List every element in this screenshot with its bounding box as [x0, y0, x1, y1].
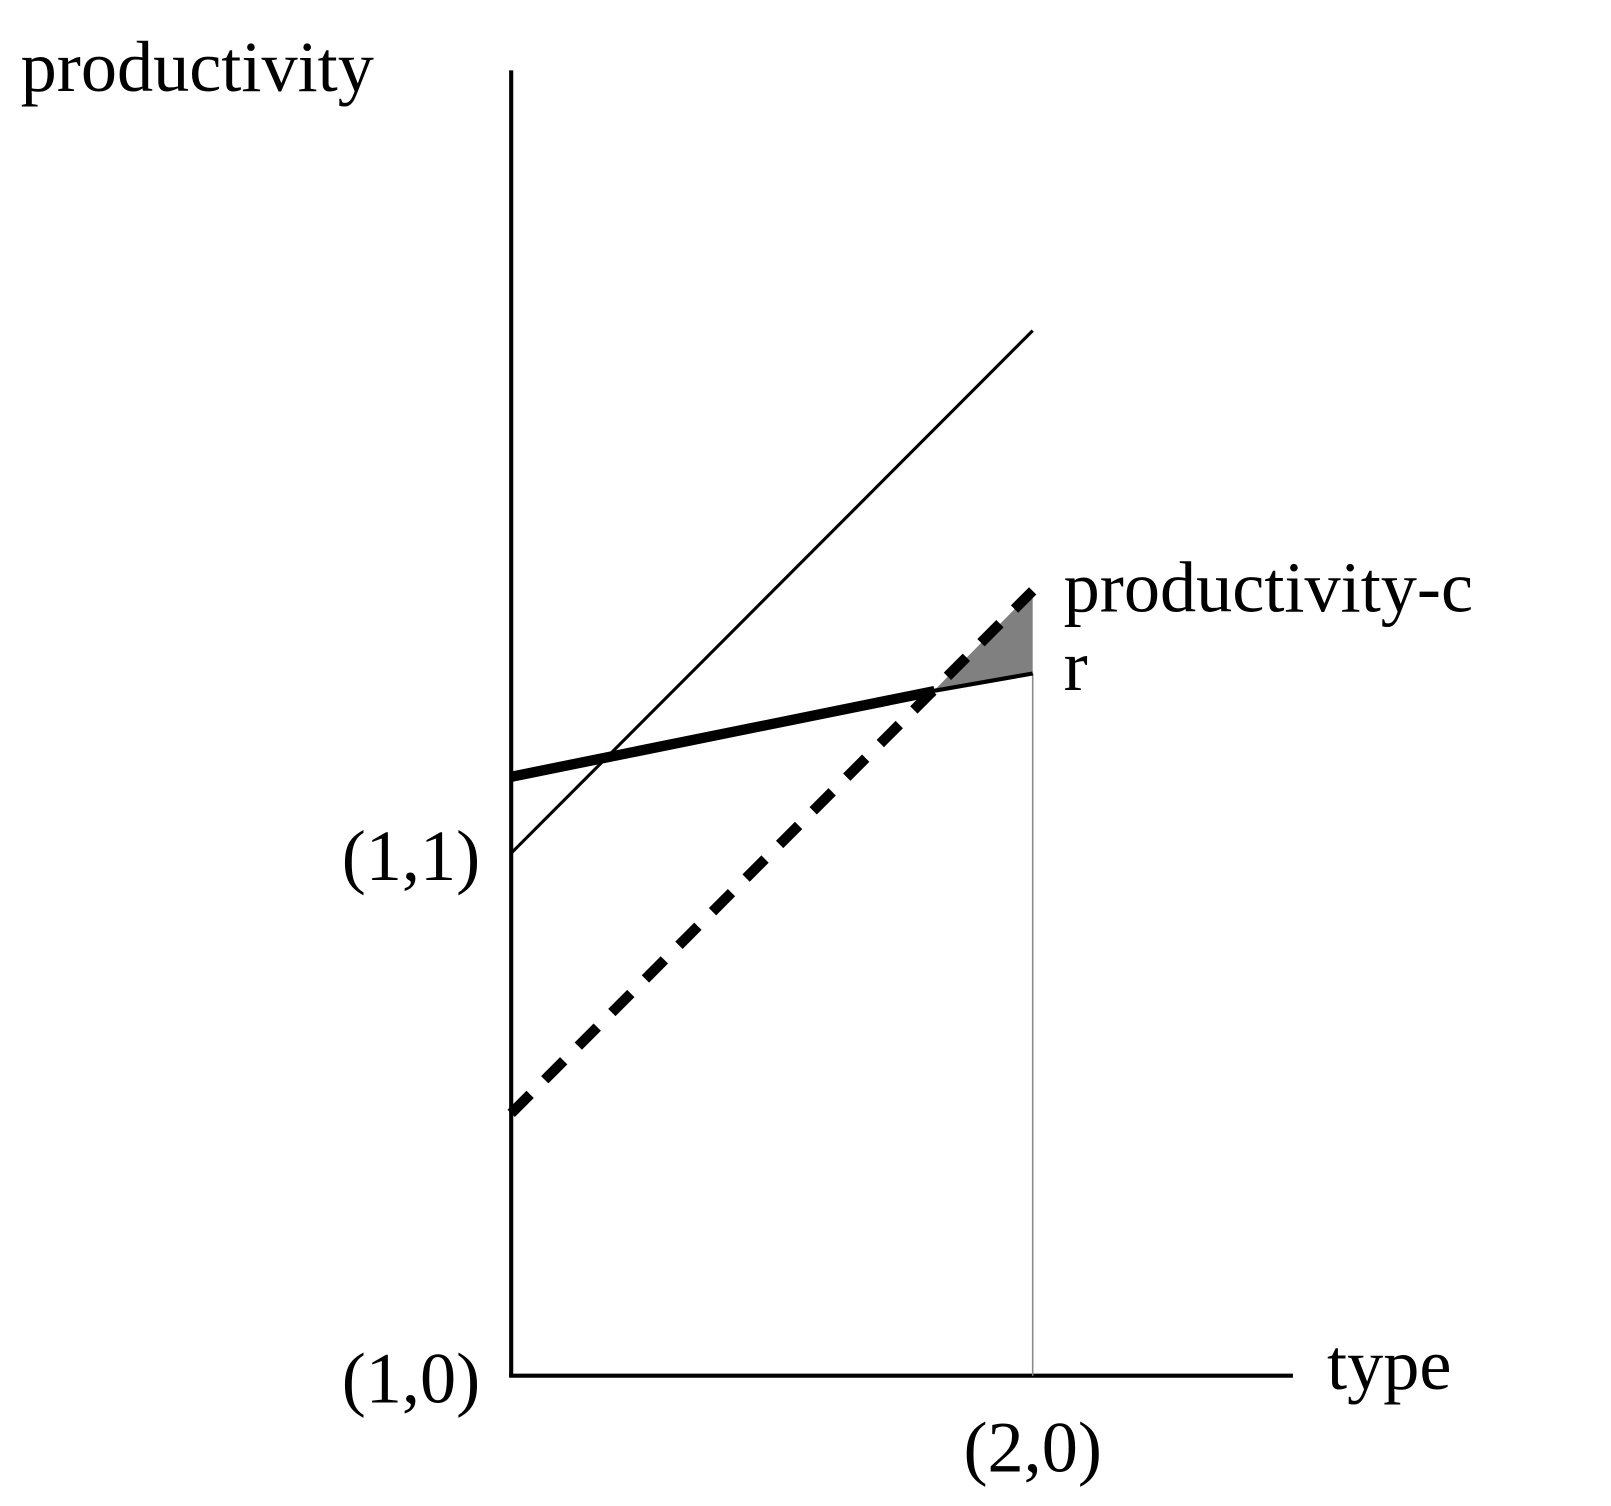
r-line-thick	[510, 685, 936, 782]
y-axis-label: productivity	[21, 27, 374, 107]
x-axis-label: type	[1327, 1325, 1451, 1405]
origin-label: (1,0)	[342, 1339, 480, 1419]
r-line-thin	[932, 671, 1034, 694]
curve-label: r	[1064, 626, 1088, 706]
curve-label: productivity-c	[1064, 548, 1473, 628]
y-mark-label: (1,1)	[342, 816, 480, 896]
productivity-line	[510, 329, 1034, 855]
x-mark-label: (2,0)	[963, 1408, 1101, 1488]
